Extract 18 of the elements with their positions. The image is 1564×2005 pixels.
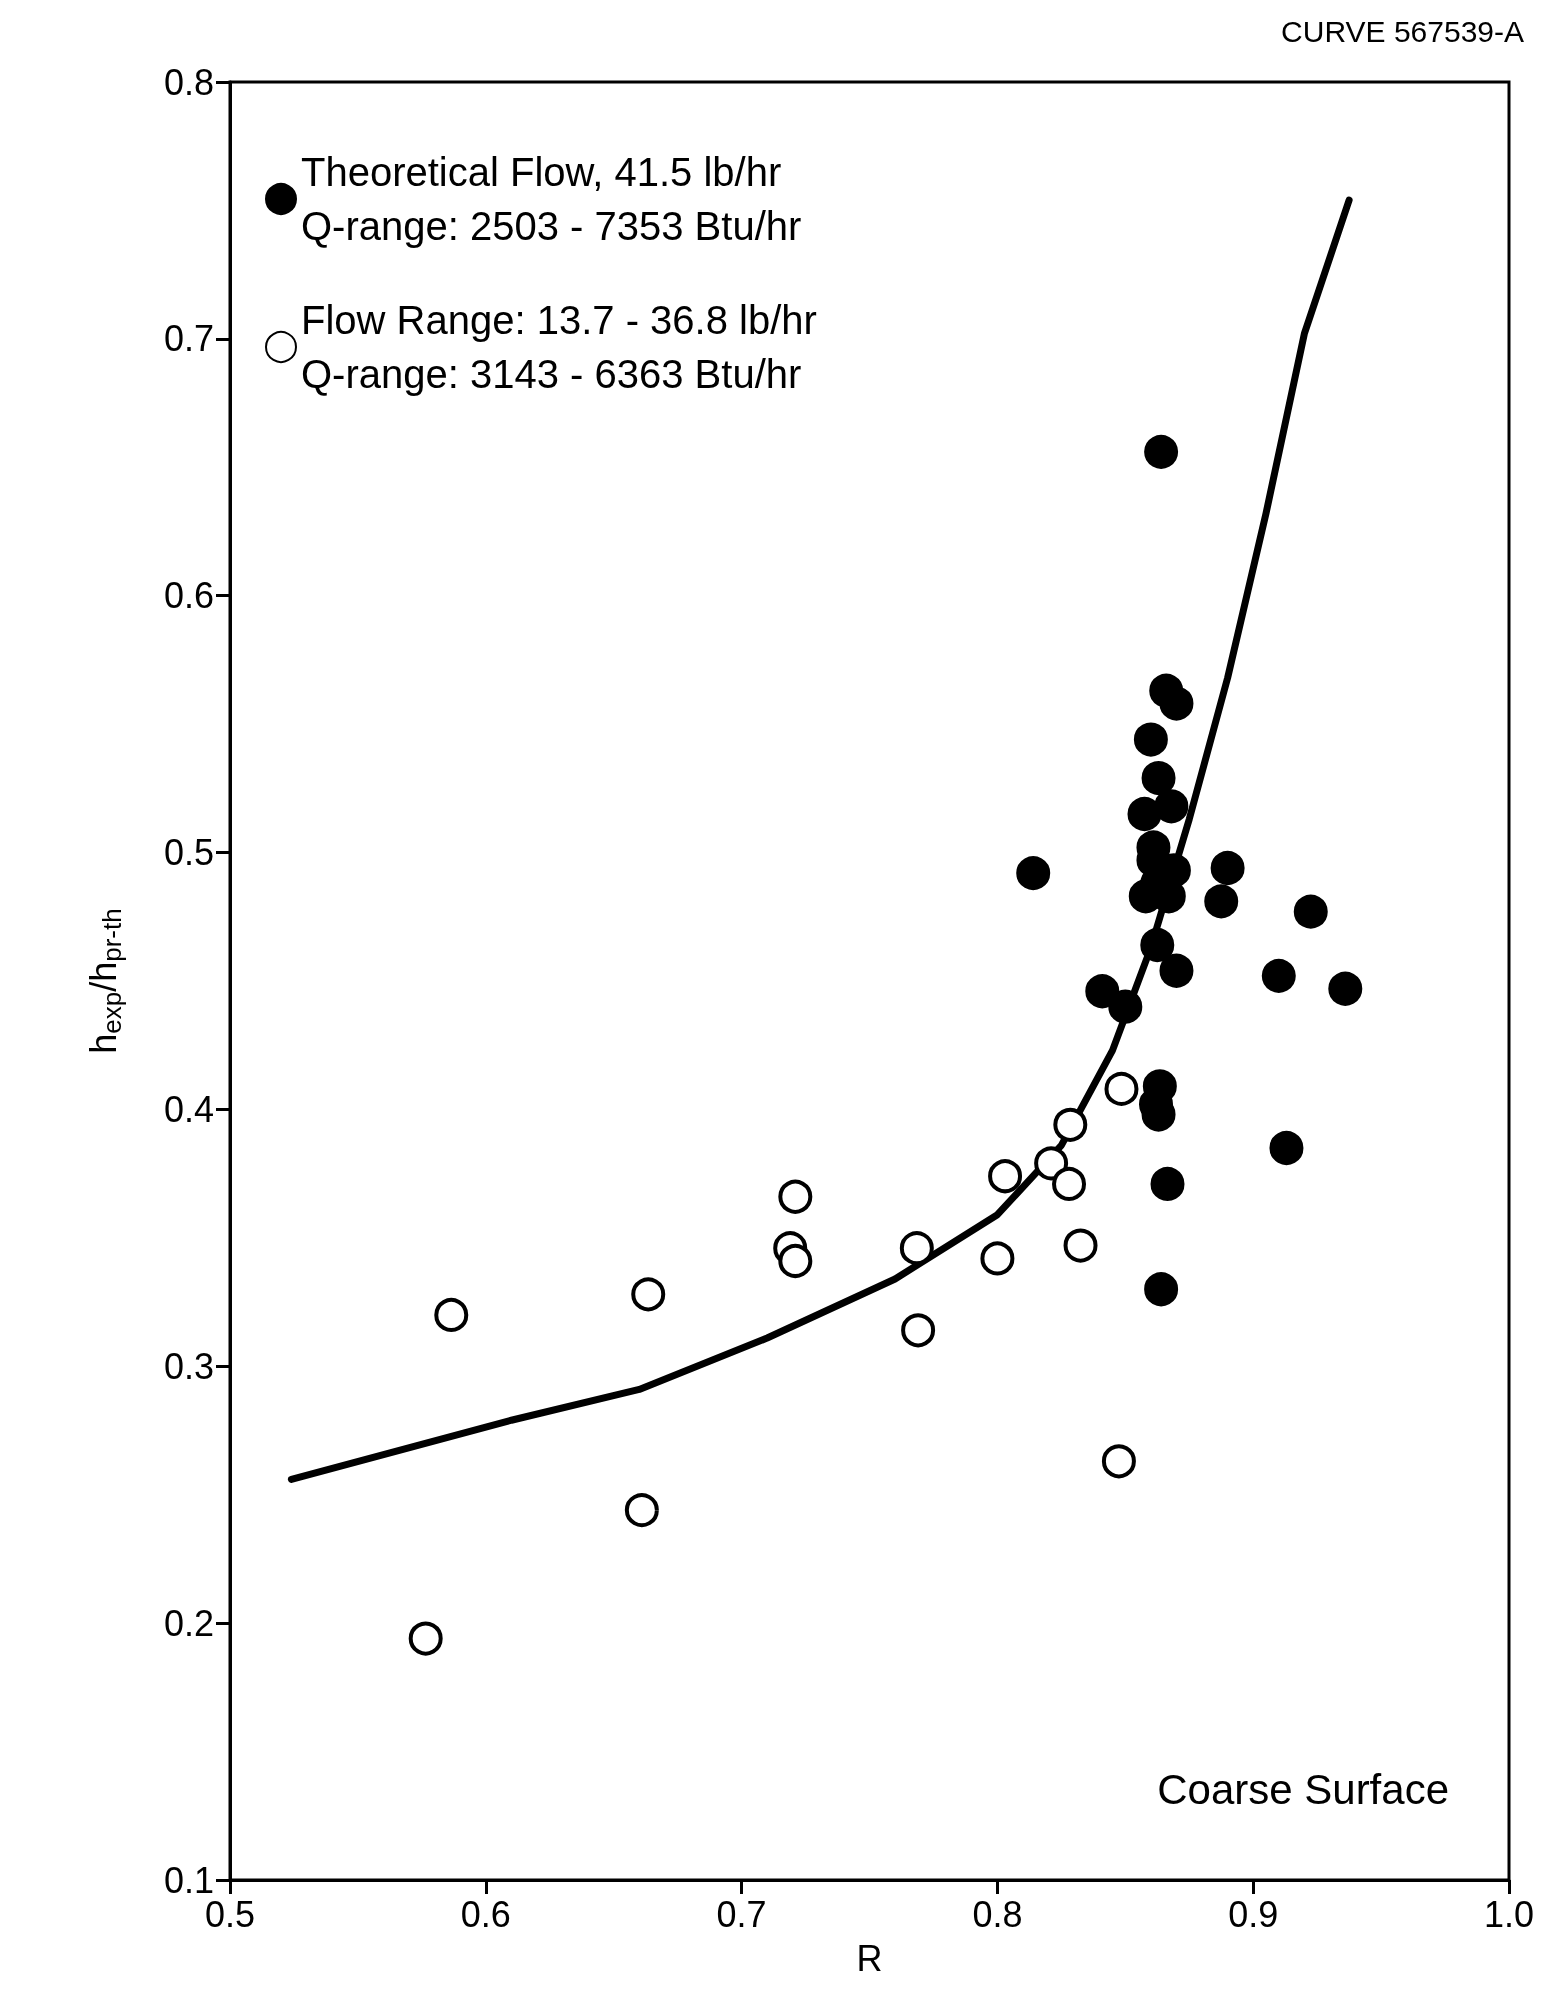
x-tick-label: 0.9 [1228,1893,1279,1935]
legend-label: Flow Range: 13.7 - 36.8 lb/hr Q-range: 3143 - 6363 Btu/hr [301,298,817,396]
x-tick-label: 1.0 [1483,1893,1535,1935]
y-tick-label: 0.2 [163,1602,214,1644]
y-tick-label: 0.5 [163,832,214,874]
y-tick-label: 0.4 [163,1088,214,1130]
x-tick-label: 0.8 [972,1893,1023,1935]
y-tick-label: 0.7 [163,318,214,360]
y-tick-label: 0.6 [163,575,214,617]
annotation: Coarse Surface [1157,1765,1450,1813]
legend-label: Theoretical Flow, 41.5 lb/hr Q-range: 2503 - 7353 Btu/hr [301,150,802,248]
y-tick-label: 0.3 [163,1345,214,1387]
text: CURVE 567539-A [1281,14,1525,48]
y-tick-label: 0.8 [163,61,214,103]
x-axis-title: R [856,1937,883,1979]
y-axis-title: hexp/hpr-th [82,908,127,1054]
x-tick-label: 0.6 [460,1893,511,1935]
x-tick-label: 0.7 [716,1893,767,1935]
